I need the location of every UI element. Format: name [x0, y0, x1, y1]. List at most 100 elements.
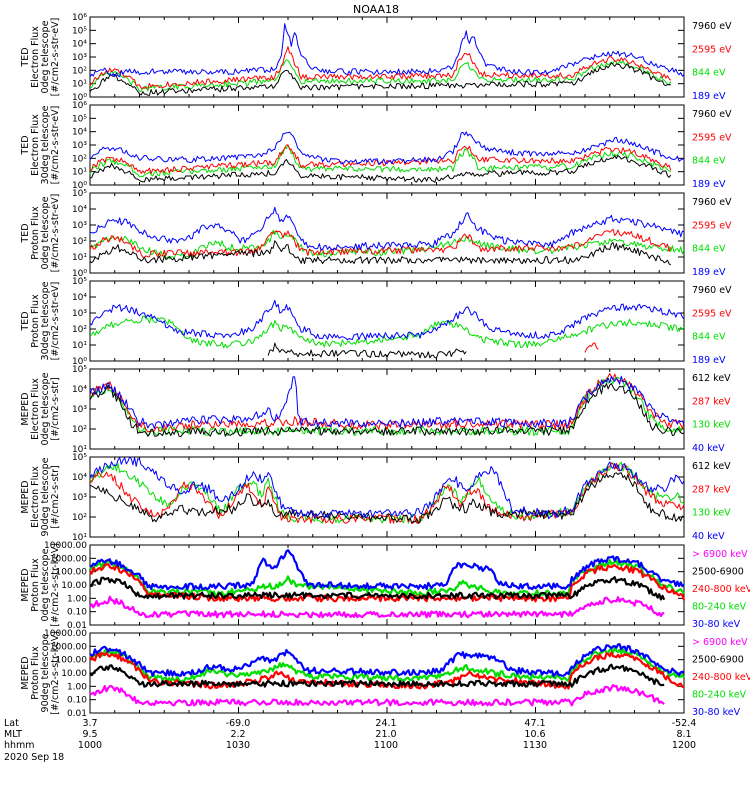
series-red	[89, 372, 685, 433]
y-tick-label: 10²	[72, 154, 87, 164]
panel-7: 0.01 0.10 1.00 10.00 100.00 1000.00 10000.00 ME…	[20, 541, 750, 631]
legend-entry: 2595 eV	[692, 220, 732, 231]
legend-entry: 844 eV	[692, 68, 726, 79]
y-axis-label-line: 0deg telescope	[40, 548, 51, 621]
y-tick-label: 10³	[72, 309, 87, 319]
chart-title: NOAA18	[353, 3, 399, 16]
series-green	[89, 59, 672, 92]
y-tick-label: 10⁰	[72, 269, 87, 279]
y-tick-label: 10.00	[61, 669, 87, 679]
footer-value: 3.7	[82, 718, 97, 729]
footer-row-label: MLT	[4, 729, 22, 740]
legend-entry: 40 keV	[692, 531, 725, 542]
series-black	[89, 663, 665, 688]
series-black	[89, 383, 685, 438]
legend-entry: > 6900 keV	[692, 549, 748, 560]
y-tick-label: 10³	[72, 405, 87, 415]
y-tick-label: 1000.00	[50, 554, 87, 564]
y-axis-label-line: TED	[20, 311, 31, 331]
y-axis-label-line: [#/cm2-s-str-eV]	[50, 18, 61, 97]
y-tick-label: 10⁰	[72, 181, 87, 191]
panel-5: 10¹ 10² 10³ 10⁴ 10⁵ MEPED Electron Flux 0deg te…	[20, 365, 731, 455]
y-tick-label: 10¹	[72, 445, 87, 455]
legend-entry: 844 eV	[692, 156, 726, 167]
footer-row-label: Lat	[4, 718, 19, 729]
footer-value: -69.0	[226, 718, 251, 729]
legend-entry: 612 keV	[692, 461, 731, 472]
y-tick-label: 100.00	[56, 656, 88, 666]
footer-value: 1100	[374, 740, 398, 751]
y-axis-label-line: Proton Flux	[30, 294, 41, 348]
legend-entry: 287 keV	[692, 484, 731, 495]
footer-value: 8.1	[676, 729, 691, 740]
footer-value: -52.4	[672, 718, 697, 729]
legend-entry: 240-800 keV	[692, 672, 750, 683]
y-axis-label-line: MEPED	[20, 480, 31, 513]
y-axis-label-line: MEPED	[20, 656, 31, 689]
y-tick-label: 10⁴	[72, 128, 87, 138]
y-tick-label: 10⁶	[72, 13, 87, 23]
legend-entry: 80-240 keV	[692, 602, 747, 613]
y-tick-label: 10⁵	[72, 189, 87, 199]
legend-entry: 287 keV	[692, 396, 731, 407]
y-axis-label-line: [#/cm2-s-str-keV]	[50, 543, 61, 627]
series-magenta	[89, 684, 665, 707]
series-green	[89, 376, 685, 436]
y-tick-label: 10⁶	[72, 101, 87, 111]
legend-entry: 240-800 keV	[692, 584, 750, 595]
legend-entry: 7960 eV	[692, 109, 732, 120]
legend-entry: 7960 eV	[692, 197, 732, 208]
series-black	[89, 576, 666, 601]
legend-entry: 2500-6900	[692, 567, 744, 578]
y-axis-label-line: Proton Flux	[30, 206, 41, 260]
footer-value: 9.5	[82, 729, 97, 740]
legend-entry: 130 keV	[692, 420, 731, 431]
y-axis-label-line: [#/cm2-s-str]	[50, 465, 61, 528]
panel-frame	[89, 104, 685, 186]
y-tick-label: 10.00	[61, 581, 87, 591]
y-tick-label: 1.00	[67, 682, 87, 692]
y-tick-label: 10¹	[72, 341, 87, 351]
series-red	[89, 144, 672, 175]
series-black	[89, 62, 671, 96]
panel-4: 10⁰ 10¹ 10² 10³ 10⁴ 10⁵ TED Proton Flux 30deg te…	[20, 277, 732, 367]
legend-entry: 2595 eV	[692, 44, 732, 55]
legend-entry: 2500-6900	[692, 655, 744, 666]
y-axis-label-line: 0deg telescope	[40, 20, 51, 93]
series-black	[89, 240, 672, 266]
y-axis-label-line: Electron Flux	[30, 466, 41, 528]
y-tick-label: 0.01	[67, 709, 87, 719]
y-axis-label-line: TED	[20, 135, 31, 155]
legend-entry: 189 eV	[692, 267, 726, 278]
series-red	[89, 46, 672, 89]
panel-frame	[89, 368, 685, 450]
series-magenta	[89, 595, 665, 619]
y-axis-label-line: [#/cm2-s-str-eV]	[50, 194, 61, 273]
y-axis-label-line: [#/cm2-s-str-eV]	[50, 282, 61, 361]
series-blue	[89, 131, 685, 165]
y-tick-label: 10³	[72, 493, 87, 503]
legend-entry: 40 keV	[692, 443, 725, 454]
y-axis-label-line: Proton Flux	[30, 646, 41, 700]
y-tick-label: 10⁵	[72, 453, 87, 463]
series-red	[89, 462, 685, 524]
y-axis-label-line: MEPED	[20, 392, 31, 425]
y-axis-label-line: Electron Flux	[30, 26, 41, 88]
footer-value: 1030	[226, 740, 250, 751]
y-axis-label-line: 30deg telescope	[40, 105, 51, 184]
series-blue	[89, 549, 685, 591]
footer-value: 10.6	[524, 729, 545, 740]
y-tick-label: 10¹	[72, 168, 87, 178]
y-tick-label: 10⁴	[72, 205, 87, 215]
y-tick-label: 10⁴	[72, 473, 87, 483]
series-green	[89, 315, 685, 349]
footer-value: 2.2	[230, 729, 245, 740]
y-tick-label: 10³	[72, 53, 87, 63]
series-red	[89, 651, 685, 690]
y-axis-label-line: Electron Flux	[30, 114, 41, 176]
y-tick-label: 10²	[72, 513, 87, 523]
panel-8: 0.01 0.10 1.00 10.00 100.00 1000.00 10000.00 ME…	[20, 629, 750, 719]
y-tick-label: 10¹	[72, 253, 87, 263]
y-tick-label: 10⁴	[72, 385, 87, 395]
legend-entry: > 6900 keV	[692, 637, 748, 648]
